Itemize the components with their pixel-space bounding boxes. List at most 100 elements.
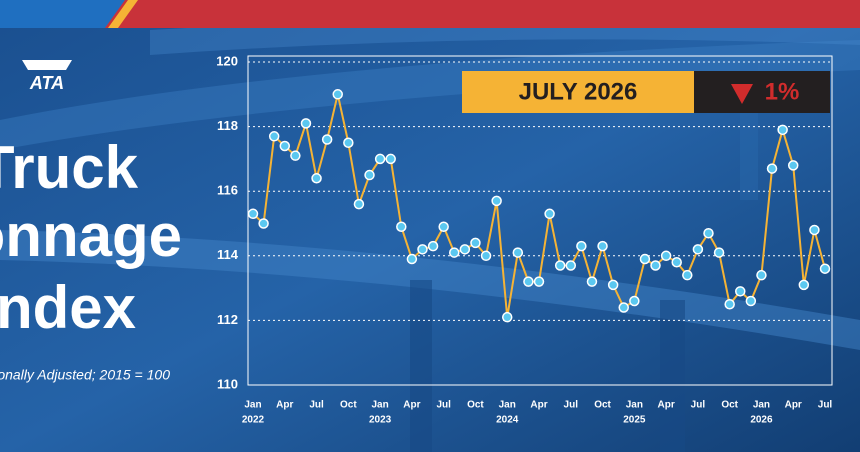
data-point (745, 295, 757, 307)
data-point (406, 253, 418, 265)
x-year-label: 2025 (623, 415, 646, 426)
data-point (491, 195, 502, 207)
chart: 110 112 114 116 118 120 Jan 2022 Apr Jul Oct Jan 202… (216, 53, 833, 426)
data-point (533, 276, 545, 287)
data-point (777, 124, 788, 136)
banner-box (694, 71, 830, 113)
x-tick-label: Jul (309, 400, 324, 411)
data-point (417, 244, 428, 255)
x-tick-label: Oct (721, 400, 738, 411)
x-tick-label: Apr (657, 400, 674, 411)
data-point (459, 244, 471, 255)
title-line: Truck (0, 134, 139, 201)
y-tick-label: 112 (217, 312, 238, 327)
y-tick-label: 116 (217, 183, 238, 198)
banner-label: JULY 2026 (519, 78, 638, 105)
data-point (279, 140, 291, 152)
x-tick-label: Oct (467, 400, 484, 411)
data-point (660, 250, 672, 262)
data-point (819, 263, 831, 274)
data-point (427, 240, 439, 252)
data-point (353, 198, 365, 210)
logo: ATA (22, 60, 72, 93)
data-point (692, 244, 704, 255)
data-point (703, 227, 714, 239)
data-point (480, 250, 492, 262)
x-tick-label: Jul (436, 400, 451, 411)
data-point (787, 160, 799, 171)
x-tick-label: Oct (594, 400, 611, 411)
title-line: Index (0, 274, 136, 341)
data-point (671, 257, 682, 268)
x-tick-label: Jan (371, 400, 388, 411)
x-tick-label: Apr (276, 400, 293, 411)
data-point (311, 173, 322, 184)
y-tick-label: 118 (217, 118, 238, 133)
x-tick-label: Apr (530, 400, 547, 411)
x-tick-label: Jan (244, 400, 261, 411)
data-point (438, 221, 449, 232)
x-tick-label: Jul (691, 400, 706, 411)
data-point (756, 269, 767, 281)
subtitle: Seasonally Adjusted; 2015 = 100 (0, 367, 170, 383)
title-line: Tonnage (0, 202, 182, 269)
data-point (586, 276, 598, 287)
down-arrow (731, 84, 753, 104)
data-point (512, 247, 524, 258)
data-point (766, 163, 778, 174)
data-point (501, 311, 513, 323)
data-point (332, 89, 343, 100)
data-point (565, 260, 577, 271)
data-point (290, 150, 301, 161)
data-point (374, 153, 386, 165)
data-point (607, 279, 619, 291)
x-tick-label: Jul (564, 400, 579, 411)
x-tick-label: Oct (340, 400, 357, 411)
x-tick-label: Jul (818, 400, 833, 411)
brand: ATA (29, 73, 64, 93)
x-year-label: 2023 (369, 415, 392, 426)
title: Truck Tonnage Index (0, 134, 182, 341)
data-point (682, 269, 693, 281)
data-point (385, 153, 396, 165)
data-point (597, 240, 608, 252)
data-point (724, 299, 735, 310)
y-tick-label: 120 (216, 53, 238, 68)
data-point (544, 208, 555, 220)
data-point (258, 218, 269, 229)
x-year-label: 2024 (496, 415, 519, 426)
data-point (364, 169, 375, 181)
data-point (629, 295, 640, 307)
x-year-label: 2022 (242, 415, 265, 426)
x-tick-label: Jan (753, 400, 770, 411)
data-point (809, 224, 820, 236)
data-point (554, 260, 566, 271)
data-point (343, 137, 354, 148)
y-tick-label: 110 (217, 376, 238, 391)
data-point (798, 279, 810, 291)
data-point (735, 286, 746, 297)
data-point (576, 240, 587, 252)
data-point (321, 134, 333, 145)
data-point (300, 118, 312, 129)
data-point (396, 221, 407, 232)
data-point (470, 237, 481, 249)
plot-frame (247, 55, 833, 386)
x-year-label: 2026 (750, 415, 773, 426)
banner: JULY 2026 1% (462, 71, 830, 113)
x-tick-label: Apr (785, 400, 802, 411)
data-point (449, 247, 460, 258)
x-tick-label: Jan (499, 400, 516, 411)
data-point (247, 208, 259, 220)
data-point (268, 131, 280, 142)
y-tick-label: 114 (217, 247, 239, 262)
data-point (618, 302, 629, 313)
data-point (650, 260, 661, 271)
banner-box (462, 71, 694, 113)
data-point (639, 253, 651, 265)
x-tick-label: Apr (403, 400, 420, 411)
x-tick-label: Jan (626, 400, 643, 411)
data-point (713, 247, 725, 258)
banner-change: 1% (765, 78, 800, 105)
